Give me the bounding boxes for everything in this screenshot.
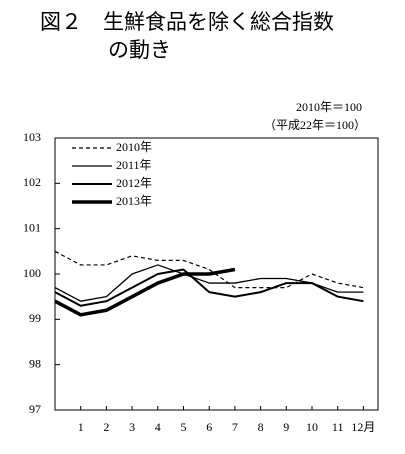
x-tick-label: 3 [129, 420, 135, 434]
x-tick-label: 4 [155, 420, 161, 434]
x-tick-label: 10 [306, 420, 318, 434]
series-line [54, 264, 364, 302]
x-tick-label: 8 [258, 420, 264, 434]
x-tick-label: 2 [103, 420, 109, 434]
chart-title: の動き [108, 38, 171, 62]
legend-label: 2011年 [116, 158, 152, 172]
y-tick-label: 100 [23, 266, 41, 280]
series-line [54, 250, 364, 289]
base-note: （平成22年＝100） [264, 118, 366, 132]
y-tick-label: 101 [23, 220, 41, 234]
legend-label: 2012年 [116, 176, 152, 190]
series-line [54, 268, 364, 307]
x-tick-label: 9 [283, 420, 289, 434]
legend-label: 2010年 [116, 140, 152, 154]
y-tick-label: 99 [29, 311, 41, 325]
x-tick-label: 1 [78, 420, 84, 434]
x-tick-label: 5 [181, 420, 187, 434]
x-tick-label: 12月 [351, 420, 375, 434]
series-line [54, 267, 236, 317]
y-tick-label: 98 [29, 356, 41, 370]
y-tick-label: 102 [23, 175, 41, 189]
y-tick-label: 103 [23, 130, 41, 144]
x-tick-label: 6 [206, 420, 212, 434]
legend-label: 2013年 [116, 194, 152, 208]
base-note: 2010年＝100 [296, 100, 362, 114]
y-tick-label: 97 [29, 402, 41, 416]
x-tick-label: 7 [232, 420, 238, 434]
chart-title: 図２ 生鮮食品を除く総合指数 [40, 10, 334, 34]
x-tick-label: 11 [332, 420, 344, 434]
